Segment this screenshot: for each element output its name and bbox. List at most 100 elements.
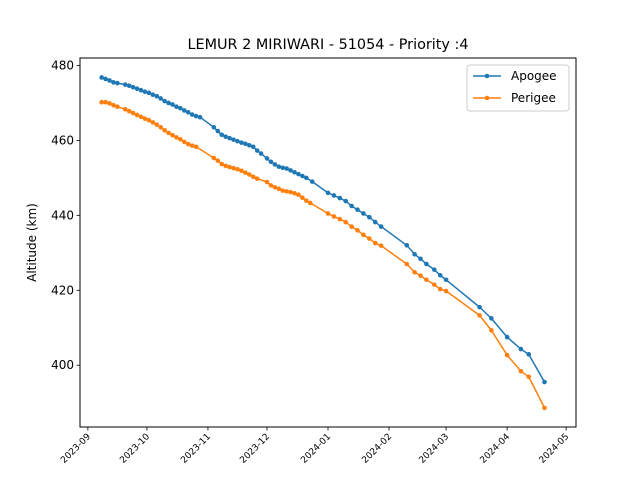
perigee-point [304, 198, 309, 204]
perigee-point [268, 183, 274, 188]
perigee-point [185, 141, 191, 147]
apogee-point [219, 132, 225, 138]
apogee-point [182, 108, 187, 113]
apogee-point [296, 171, 301, 177]
perigee-point [142, 116, 148, 121]
apogee-point [304, 175, 309, 181]
perigee-point [166, 130, 171, 136]
perigee-point [99, 99, 104, 105]
apogee-point [258, 151, 264, 156]
perigee-point [215, 158, 221, 163]
apogee-point [361, 211, 366, 216]
apogee-point [337, 195, 343, 201]
perigee-point [378, 243, 384, 248]
apogee-point [142, 89, 148, 95]
apogee-point [130, 84, 136, 90]
y-tick-label: 440 [51, 208, 74, 222]
perigee-point [307, 200, 313, 206]
perigee-point [134, 112, 140, 118]
perigee-point [343, 219, 349, 225]
legend: Apogee Perigee [466, 64, 570, 112]
apogee-point [150, 92, 156, 98]
legend-apogee-label: Apogee [511, 69, 557, 83]
y-tick-label: 480 [51, 58, 74, 72]
perigee-point [372, 240, 378, 246]
perigee-point [288, 189, 293, 195]
perigee-point [146, 117, 152, 123]
apogee-point [103, 76, 108, 82]
apogee-point [404, 243, 410, 248]
perigee-point [337, 216, 343, 222]
apogee-point [372, 219, 378, 225]
apogee-point [412, 252, 417, 257]
perigee-point [246, 172, 252, 177]
perigee-point [518, 368, 524, 374]
y-tick-label: 400 [51, 358, 74, 372]
perigee-point [111, 102, 116, 108]
perigee-point [211, 155, 217, 161]
perigee-point [284, 189, 289, 194]
perigee-point [264, 179, 270, 185]
perigee-point [300, 195, 305, 201]
perigee-point [162, 128, 167, 133]
apogee-point [331, 193, 337, 198]
apogee-point [115, 80, 120, 86]
apogee-point [284, 166, 289, 171]
perigee-point [276, 186, 282, 192]
apogee-point [378, 224, 384, 229]
perigee-point [130, 110, 136, 116]
perigee-point [243, 170, 248, 175]
perigee-point [239, 168, 244, 174]
perigee-point [477, 313, 482, 318]
apogee-point [280, 165, 286, 171]
perigee-point [431, 282, 437, 287]
apogee-point [134, 86, 140, 92]
apogee-point [309, 179, 315, 184]
legend-perigee-marker [484, 95, 490, 101]
perigee-point [227, 164, 232, 170]
y-axis: 400 420 440 460 480 [51, 58, 80, 372]
perigee-point [170, 132, 175, 138]
perigee-point [115, 104, 120, 110]
apogee-point [189, 112, 195, 117]
perigee-point [223, 163, 228, 169]
apogee-point [170, 102, 175, 107]
perigee-point [193, 144, 199, 150]
apogee-point [343, 198, 349, 204]
apogee-point [542, 379, 547, 385]
apogee-point [223, 134, 228, 139]
apogee-point [162, 98, 167, 104]
apogee-point [489, 316, 494, 321]
perigee-point [424, 277, 429, 283]
perigee-point [231, 165, 236, 171]
apogee-point [138, 87, 144, 93]
series-layer [99, 75, 547, 411]
apogee-point [272, 162, 278, 167]
perigee-point [412, 269, 417, 275]
y-axis-label: Altitude (km) [25, 203, 39, 282]
apogee-point [288, 168, 293, 173]
perigee-point [280, 188, 286, 193]
perigee-point [126, 108, 132, 114]
apogee-point [215, 128, 221, 134]
apogee-point [276, 164, 282, 169]
apogee-point [158, 96, 163, 101]
perigee-point [174, 135, 179, 140]
apogee-point [166, 100, 171, 106]
apogee-point [250, 144, 256, 150]
legend-perigee-label: Perigee [511, 91, 556, 105]
perigee-point [182, 139, 187, 145]
perigee-point [219, 161, 225, 167]
legend-apogee-marker [484, 73, 490, 79]
apogee-point [526, 352, 532, 357]
apogee-point [235, 138, 240, 144]
apogee-point [193, 113, 199, 119]
perigee-point [272, 184, 278, 190]
apogee-point [178, 105, 183, 111]
perigee-point [154, 122, 160, 127]
apogee-point [292, 169, 297, 175]
perigee-point [526, 374, 532, 380]
apogee-point [264, 156, 270, 161]
apogee-point [99, 75, 104, 80]
